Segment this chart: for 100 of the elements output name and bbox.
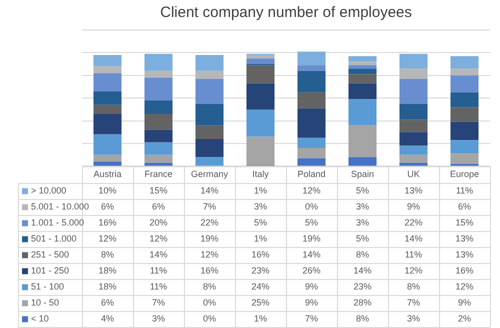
data-label: 12%	[200, 250, 219, 260]
bar	[195, 104, 224, 126]
data-label: 6%	[152, 202, 166, 212]
bar	[399, 78, 428, 104]
chart-title: Client company number of employees	[160, 4, 412, 22]
bar	[297, 138, 326, 148]
data-label: 14%	[302, 250, 321, 260]
data-label: 5%	[356, 186, 370, 196]
data-label: 2%	[458, 314, 472, 324]
bar	[246, 58, 275, 64]
data-label: 9%	[304, 298, 318, 308]
bar	[450, 75, 479, 92]
data-label: 0%	[304, 202, 318, 212]
bar	[93, 104, 122, 114]
data-label: 3%	[356, 202, 370, 212]
bar	[93, 134, 122, 155]
bar	[144, 142, 173, 155]
data-label: 6%	[100, 202, 114, 212]
bar	[93, 154, 122, 162]
x-tick-label: Austria	[93, 169, 122, 180]
bar	[195, 157, 224, 166]
bar	[93, 114, 122, 134]
data-label: 1%	[254, 314, 268, 324]
data-label: 7%	[304, 314, 318, 324]
data-label: 16%	[200, 266, 219, 276]
data-label: 6%	[100, 298, 114, 308]
data-label: 0%	[202, 298, 216, 308]
data-label: 23%	[353, 282, 372, 292]
bar	[195, 54, 224, 71]
bar	[348, 56, 377, 62]
bar	[195, 138, 224, 158]
bar	[450, 107, 479, 122]
data-label: 16%	[251, 250, 270, 260]
data-label: 1%	[254, 186, 268, 196]
x-tick-label: Europe	[450, 169, 480, 180]
bar	[144, 54, 173, 71]
bar	[348, 65, 377, 69]
bar	[144, 154, 173, 163]
bar	[144, 78, 173, 100]
bar	[93, 54, 122, 66]
data-label: 22%	[404, 218, 423, 228]
data-label: 13%	[455, 250, 474, 260]
legend-label: 101 - 250	[31, 266, 70, 276]
legend-label: 5.001 - 10.000	[31, 202, 90, 212]
data-label: 18%	[98, 266, 117, 276]
x-tick-label: Spain	[350, 169, 374, 180]
data-label: 13%	[404, 186, 423, 196]
data-label: 14%	[404, 234, 423, 244]
data-label: 11%	[150, 282, 168, 292]
bar	[399, 54, 428, 69]
bar	[348, 125, 377, 158]
data-label: 5%	[254, 218, 268, 228]
bar	[348, 83, 377, 100]
data-label: 24%	[251, 282, 270, 292]
x-tick-label: UK	[407, 169, 420, 180]
bar	[399, 104, 428, 120]
bar	[195, 125, 224, 139]
data-label: 14%	[353, 266, 372, 276]
bar	[93, 73, 122, 92]
legend-label: 501 - 1.000	[31, 234, 77, 244]
bar	[297, 65, 326, 71]
data-label: 25%	[251, 298, 270, 308]
bar	[297, 52, 326, 66]
data-label: 11%	[150, 266, 168, 276]
bar	[195, 78, 224, 104]
data-label: 5%	[304, 218, 318, 228]
data-label: 19%	[200, 234, 219, 244]
bar	[450, 56, 479, 69]
data-label: 3%	[152, 314, 166, 324]
bar	[144, 100, 173, 114]
bar	[246, 136, 275, 166]
x-tick-label: Poland	[297, 169, 326, 180]
bar	[195, 70, 224, 79]
bar	[93, 162, 122, 166]
data-label: 12%	[98, 234, 117, 244]
data-label: 26%	[302, 266, 321, 276]
data-label: 12%	[455, 282, 474, 292]
legend-label: 1.001 - 5.000	[31, 218, 84, 228]
x-tick-label: France	[144, 169, 173, 180]
data-label: 3%	[356, 218, 370, 228]
x-tick-label: Germany	[190, 169, 229, 180]
bar	[93, 91, 122, 105]
bar	[348, 68, 377, 74]
data-label: 16%	[98, 218, 117, 228]
bar	[297, 158, 326, 166]
data-label: 6%	[458, 202, 472, 212]
data-label: 8%	[100, 250, 114, 260]
bar	[246, 109, 275, 137]
bar	[93, 66, 122, 74]
bar	[450, 92, 479, 108]
data-label: 1%	[254, 234, 268, 244]
data-label: 11%	[404, 250, 422, 260]
data-label: 3%	[254, 202, 268, 212]
data-label: 4%	[100, 314, 114, 324]
data-label: 14%	[149, 250, 168, 260]
x-tick-label: Italy	[252, 169, 270, 180]
legend-label: > 10.000	[31, 186, 66, 196]
data-label: 7%	[406, 298, 420, 308]
bar	[450, 140, 479, 154]
bar	[297, 108, 326, 138]
